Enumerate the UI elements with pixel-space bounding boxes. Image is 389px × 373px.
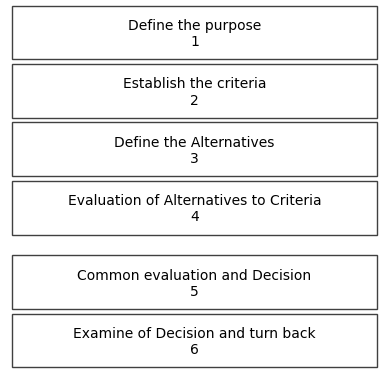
Text: Examine of Decision and turn back: Examine of Decision and turn back [73,327,316,341]
Bar [12,313,377,367]
Text: Establish the criteria: Establish the criteria [123,78,266,91]
Text: Define the Alternatives: Define the Alternatives [114,136,275,150]
Bar [12,255,377,309]
Bar [12,122,377,176]
Text: 1: 1 [190,35,199,49]
Text: Evaluation of Alternatives to Criteria: Evaluation of Alternatives to Criteria [68,194,321,208]
Text: 3: 3 [190,152,199,166]
Text: 6: 6 [190,343,199,357]
Text: 2: 2 [190,94,199,108]
Bar [12,181,377,235]
Text: 4: 4 [190,210,199,225]
Text: Define the purpose: Define the purpose [128,19,261,33]
Bar [12,64,377,118]
Bar [12,6,377,59]
Text: 5: 5 [190,285,199,299]
Text: Common evaluation and Decision: Common evaluation and Decision [77,269,312,283]
